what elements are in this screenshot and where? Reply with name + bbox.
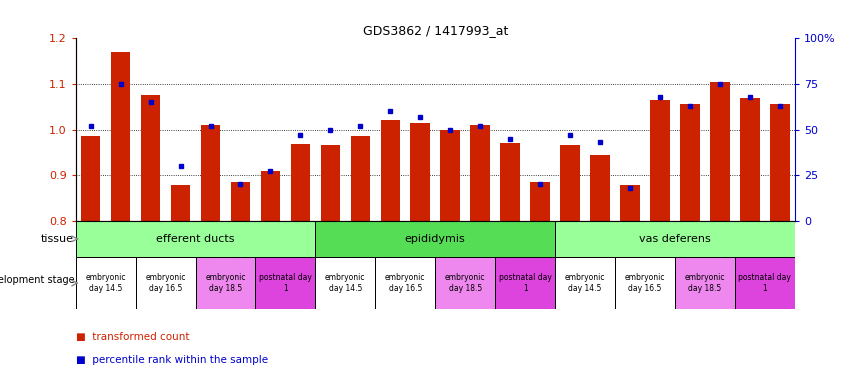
Bar: [590, 155, 610, 221]
Text: vas deferens: vas deferens: [639, 234, 711, 244]
Text: embryonic
day 14.5: embryonic day 14.5: [325, 273, 366, 293]
Bar: [76, 257, 135, 309]
Text: postnatal day
1: postnatal day 1: [738, 273, 791, 293]
Bar: [710, 82, 730, 221]
Text: embryonic
day 18.5: embryonic day 18.5: [445, 273, 485, 293]
Bar: [555, 221, 795, 257]
Title: GDS3862 / 1417993_at: GDS3862 / 1417993_at: [362, 24, 508, 37]
Bar: [560, 146, 579, 221]
Bar: [740, 98, 759, 221]
Text: efferent ducts: efferent ducts: [156, 234, 235, 244]
Text: tissue: tissue: [41, 234, 74, 244]
Text: postnatal day
1: postnatal day 1: [259, 273, 312, 293]
Bar: [620, 185, 640, 221]
Bar: [81, 136, 100, 221]
Bar: [291, 144, 310, 221]
Bar: [500, 143, 520, 221]
Text: embryonic
day 14.5: embryonic day 14.5: [86, 273, 126, 293]
Bar: [261, 170, 280, 221]
Bar: [410, 122, 430, 221]
Bar: [680, 104, 700, 221]
Text: embryonic
day 18.5: embryonic day 18.5: [205, 273, 246, 293]
Bar: [171, 185, 190, 221]
Text: ■  percentile rank within the sample: ■ percentile rank within the sample: [76, 355, 267, 365]
Text: embryonic
day 18.5: embryonic day 18.5: [685, 273, 725, 293]
Bar: [135, 257, 195, 309]
Bar: [615, 257, 674, 309]
Bar: [441, 129, 460, 221]
Bar: [555, 257, 615, 309]
Text: embryonic
day 14.5: embryonic day 14.5: [565, 273, 606, 293]
Bar: [256, 257, 315, 309]
Bar: [375, 257, 436, 309]
Text: embryonic
day 16.5: embryonic day 16.5: [145, 273, 186, 293]
Bar: [470, 125, 490, 221]
Text: ■  transformed count: ■ transformed count: [76, 332, 189, 342]
Text: epididymis: epididymis: [405, 234, 466, 244]
Text: development stage: development stage: [0, 275, 74, 285]
Bar: [735, 257, 795, 309]
Text: postnatal day
1: postnatal day 1: [499, 273, 552, 293]
Bar: [674, 257, 735, 309]
Bar: [436, 257, 495, 309]
Bar: [230, 182, 251, 221]
Bar: [531, 182, 550, 221]
Bar: [770, 104, 790, 221]
Bar: [140, 95, 161, 221]
Bar: [195, 257, 256, 309]
Text: embryonic
day 16.5: embryonic day 16.5: [625, 273, 665, 293]
Bar: [351, 136, 370, 221]
Bar: [650, 100, 669, 221]
Bar: [201, 125, 220, 221]
Bar: [315, 221, 555, 257]
Bar: [380, 121, 400, 221]
Text: embryonic
day 16.5: embryonic day 16.5: [385, 273, 426, 293]
Bar: [76, 221, 315, 257]
Bar: [111, 52, 130, 221]
Bar: [495, 257, 555, 309]
Bar: [320, 146, 340, 221]
Bar: [315, 257, 375, 309]
